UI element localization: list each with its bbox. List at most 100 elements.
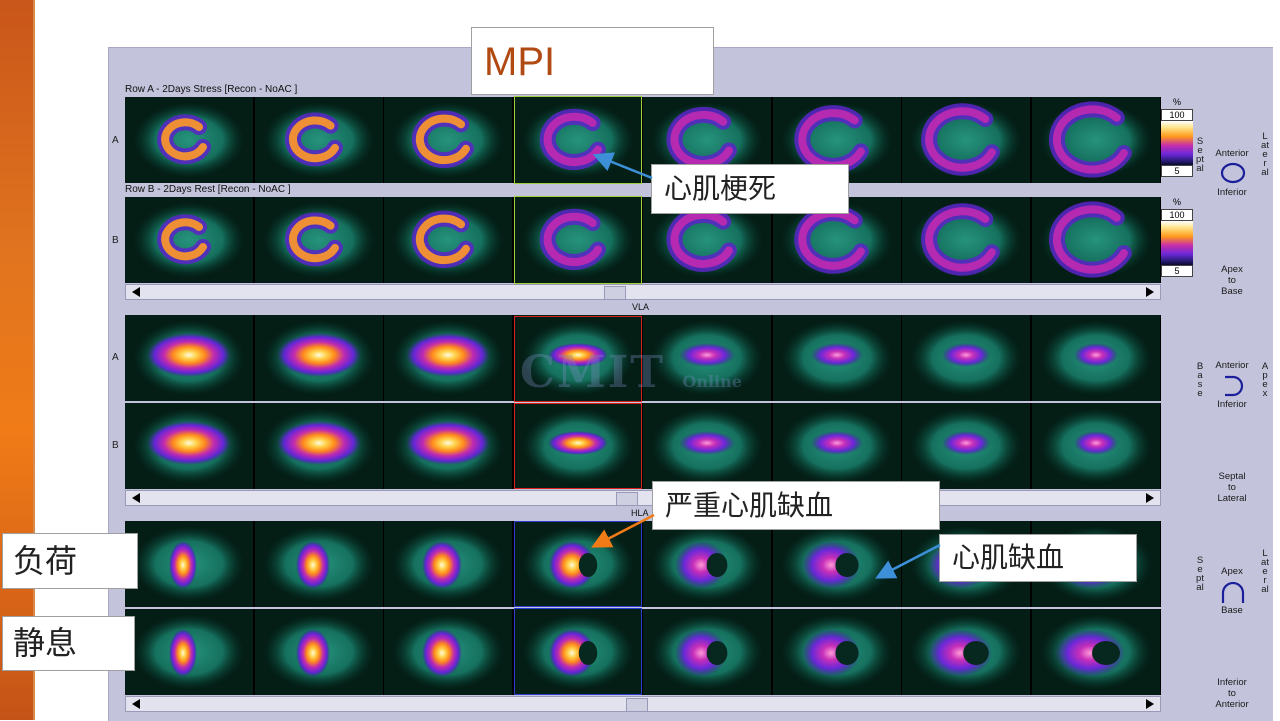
slice-tile[interactable] (772, 521, 901, 607)
hla-scrollbar[interactable] (125, 696, 1161, 712)
rest-callout: 静息 (2, 616, 135, 671)
slice-image (384, 521, 512, 607)
scroll-left-arrow-icon[interactable] (132, 287, 140, 297)
slice-image (1031, 97, 1160, 183)
slice-tile[interactable] (513, 609, 642, 695)
vla-stress-row (125, 315, 1161, 401)
slice-image (513, 403, 642, 489)
infarct-callout: 心肌梗死 (651, 164, 849, 214)
slice-tile[interactable] (1031, 197, 1160, 283)
slice-tile[interactable] (254, 521, 383, 607)
scroll-right-arrow-icon[interactable] (1146, 493, 1154, 503)
slice-image (902, 609, 1030, 695)
slice-tile[interactable] (254, 97, 383, 183)
slice-tile[interactable] (384, 315, 512, 401)
slice-tile[interactable] (254, 197, 383, 283)
slice-image (125, 403, 253, 489)
slice-tile[interactable] (772, 315, 901, 401)
slice-tile[interactable] (772, 403, 901, 489)
stress-colorbar: 100 5 (1161, 109, 1193, 181)
slice-tile[interactable] (384, 521, 512, 607)
decorative-orange-sidebar (0, 0, 35, 720)
slice-tile[interactable] (1031, 403, 1160, 489)
slice-tile[interactable] (384, 609, 512, 695)
slice-tile[interactable] (643, 197, 771, 283)
colorbar-percent-label: % (1172, 97, 1181, 107)
slice-tile[interactable] (125, 521, 253, 607)
slice-tile[interactable] (1031, 609, 1160, 695)
slice-image (643, 521, 771, 607)
slice-image (384, 609, 512, 695)
slice-tile[interactable] (513, 97, 642, 183)
slice-image (643, 609, 771, 695)
slice-image (513, 97, 642, 183)
slice-tile[interactable] (902, 97, 1030, 183)
slice-tile[interactable] (125, 97, 253, 183)
slice-image (254, 403, 383, 489)
scroll-left-arrow-icon[interactable] (132, 699, 140, 709)
sa-lateral-vertical: Lateral (1261, 131, 1269, 178)
slice-tile[interactable] (125, 403, 253, 489)
slice-image (772, 315, 901, 401)
scroll-left-arrow-icon[interactable] (132, 493, 140, 503)
slice-tile[interactable] (902, 197, 1030, 283)
watermark-logo: CMIT Online (520, 347, 742, 398)
slice-tile[interactable] (902, 403, 1030, 489)
slice-tile[interactable] (1031, 97, 1160, 183)
slice-tile[interactable] (643, 521, 771, 607)
slice-tile[interactable] (772, 609, 901, 695)
slice-image (125, 521, 253, 607)
hla-direction: Inferior to Anterior (1215, 677, 1249, 710)
sa-row-b-letter: B (112, 235, 119, 246)
scroll-right-arrow-icon[interactable] (1146, 287, 1154, 297)
slice-image (513, 521, 642, 607)
slice-image (772, 521, 901, 607)
slice-tile[interactable] (902, 609, 1030, 695)
slice-image (513, 197, 642, 283)
sa-anterior-label: Anterior (1215, 148, 1249, 159)
slice-tile[interactable] (125, 197, 253, 283)
sa-scrollbar[interactable] (125, 284, 1161, 300)
slice-tile[interactable] (513, 315, 642, 401)
scroll-thumb[interactable] (604, 286, 626, 300)
slice-image (902, 403, 1030, 489)
scroll-right-arrow-icon[interactable] (1146, 699, 1154, 709)
slice-tile[interactable] (513, 197, 642, 283)
vla-scrollbar[interactable] (125, 490, 1161, 506)
slice-tile[interactable] (254, 315, 383, 401)
slice-tile[interactable] (384, 403, 512, 489)
slice-tile[interactable] (125, 609, 253, 695)
slice-tile[interactable] (643, 609, 771, 695)
slice-tile[interactable] (643, 315, 771, 401)
slice-image (384, 197, 512, 283)
scroll-thumb[interactable] (626, 698, 648, 712)
slice-tile[interactable] (902, 315, 1030, 401)
colorbar-percent-label: % (1172, 197, 1181, 207)
scroll-thumb[interactable] (616, 492, 638, 506)
slice-image (125, 197, 253, 283)
slice-image (254, 315, 383, 401)
slice-tile[interactable] (513, 403, 642, 489)
slice-image (772, 609, 901, 695)
slice-tile[interactable] (254, 403, 383, 489)
slice-tile[interactable] (125, 315, 253, 401)
slice-tile[interactable] (513, 521, 642, 607)
sa-inferior-label: Inferior (1217, 187, 1247, 198)
slice-image (902, 197, 1030, 283)
sa-row-a-letter: A (112, 135, 119, 146)
ischemia-callout: 心肌缺血 (939, 534, 1137, 582)
slice-image (384, 403, 512, 489)
vla-horseshoe-icon (1225, 375, 1244, 397)
slice-tile[interactable] (1031, 315, 1160, 401)
slice-image (513, 315, 642, 401)
slice-tile[interactable] (384, 197, 512, 283)
slice-tile[interactable] (254, 609, 383, 695)
vla-rest-row (125, 403, 1161, 489)
slice-image (643, 315, 771, 401)
rest-colorbar: 100 5 (1161, 209, 1193, 281)
row-b-label: Row B - 2Days Rest [Recon - NoAC ] (125, 184, 291, 195)
slice-tile[interactable] (643, 403, 771, 489)
slice-image (254, 97, 383, 183)
slice-tile[interactable] (384, 97, 512, 183)
hla-lateral-vertical: Lateral (1261, 548, 1269, 595)
